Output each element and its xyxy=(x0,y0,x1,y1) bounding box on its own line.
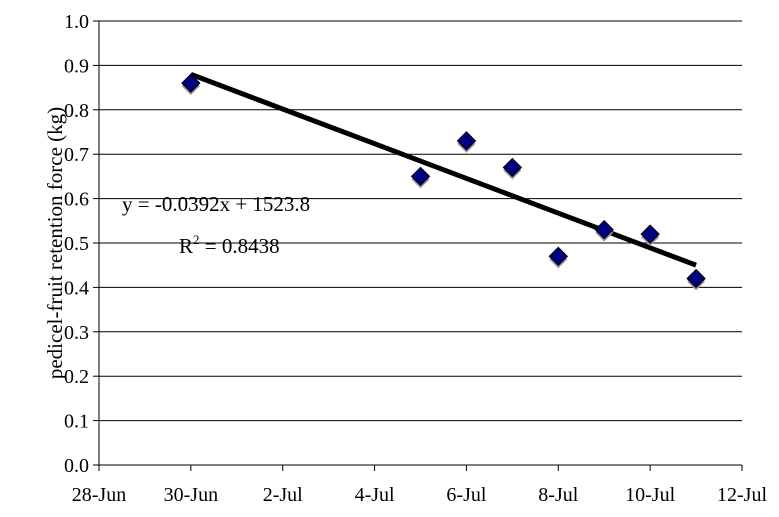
x-tick-label: 8-Jul xyxy=(538,484,578,506)
gridlines xyxy=(99,20,742,422)
y-axis-label: pedicel-fruit retention force (kg) xyxy=(43,107,67,379)
y-tick-label: 0.8 xyxy=(64,100,89,122)
y-tick-label: 0.7 xyxy=(64,144,89,166)
x-tick-labels: 28-Jun 30-Jun 2-Jul 4-Jul 6-Jul 8-Jul 10-Jul 12… xyxy=(72,484,768,506)
point-marker xyxy=(640,224,660,244)
x-tick-label: 2-Jul xyxy=(263,484,303,506)
y-tick-label: 0.6 xyxy=(64,189,89,211)
y-tick-label: 0.4 xyxy=(64,277,89,299)
x-tick-label: 6-Jul xyxy=(446,484,486,506)
data-point xyxy=(594,219,614,242)
data-point xyxy=(181,73,201,96)
trendline-equation: y = -0.0392x + 1523.8 xyxy=(122,192,310,216)
data-point xyxy=(548,246,568,269)
r-squared-label: R2 = 0.8438 xyxy=(179,232,280,258)
point-marker xyxy=(686,268,706,289)
point-marker xyxy=(502,157,523,178)
x-tick-label: 30-Jun xyxy=(164,484,218,506)
x-tick-label: 10-Jul xyxy=(625,484,675,506)
point-marker xyxy=(548,246,568,267)
data-point xyxy=(502,157,523,180)
data-points xyxy=(181,73,706,291)
point-marker xyxy=(410,166,431,187)
data-point xyxy=(640,224,660,247)
data-point xyxy=(410,166,431,189)
y-tick-label: 0.9 xyxy=(64,55,89,77)
point-marker xyxy=(594,219,614,240)
y-tick-label: 0.5 xyxy=(64,233,89,255)
y-tick-label: 0.0 xyxy=(64,455,89,477)
x-tick-label: 28-Jun xyxy=(72,484,126,506)
x-tick-label: 12-Jul xyxy=(717,484,767,506)
y-tick-labels: 0.0 0.1 0.2 0.3 0.4 0.5 0.6 0.7 0.8 0.9 1.0 xyxy=(64,11,89,477)
x-tick-label: 4-Jul xyxy=(355,484,395,506)
data-point xyxy=(456,131,477,153)
point-marker xyxy=(181,73,201,93)
axes xyxy=(93,20,743,471)
data-point xyxy=(686,268,706,291)
point-marker xyxy=(456,131,477,151)
y-tick-label: 0.1 xyxy=(64,411,89,433)
y-tick-label: 0.2 xyxy=(64,366,89,388)
y-tick-label: 0.3 xyxy=(64,322,89,344)
y-tick-label: 1.0 xyxy=(64,11,89,33)
